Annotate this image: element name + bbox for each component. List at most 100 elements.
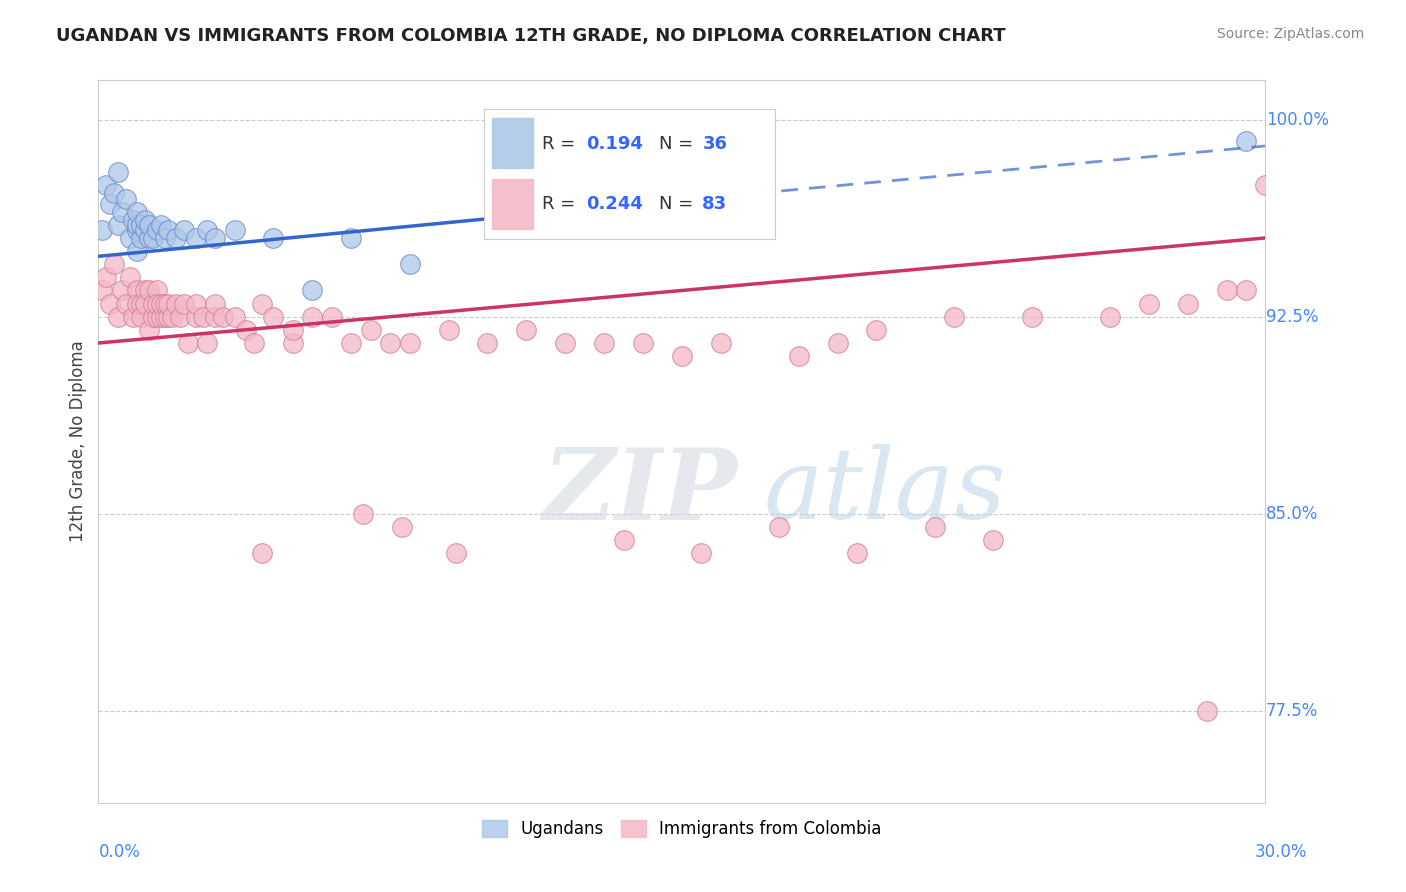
Point bbox=[250, 296, 273, 310]
Point bbox=[1254, 178, 1277, 193]
Point bbox=[184, 296, 207, 310]
Point bbox=[107, 218, 129, 232]
Point bbox=[111, 284, 134, 298]
Text: 77.5%: 77.5% bbox=[1265, 702, 1319, 720]
Point bbox=[924, 520, 946, 534]
Point bbox=[865, 323, 887, 337]
Point bbox=[195, 336, 218, 351]
Point bbox=[1234, 284, 1257, 298]
Text: 92.5%: 92.5% bbox=[1265, 308, 1319, 326]
Point bbox=[195, 223, 218, 237]
Point bbox=[153, 231, 176, 245]
Point bbox=[204, 310, 226, 324]
Point bbox=[281, 323, 304, 337]
Point bbox=[122, 310, 145, 324]
Point bbox=[122, 212, 145, 227]
Point bbox=[243, 336, 266, 351]
Point bbox=[103, 257, 125, 271]
Point bbox=[146, 284, 169, 298]
Point bbox=[671, 349, 693, 363]
Point bbox=[129, 310, 152, 324]
Point bbox=[224, 310, 246, 324]
Point bbox=[127, 284, 149, 298]
Legend: Ugandans, Immigrants from Colombia: Ugandans, Immigrants from Colombia bbox=[475, 814, 889, 845]
Point bbox=[157, 296, 180, 310]
Point bbox=[321, 310, 343, 324]
Point bbox=[193, 310, 215, 324]
Point bbox=[446, 546, 468, 560]
Point bbox=[173, 223, 195, 237]
Point bbox=[787, 349, 810, 363]
Text: 85.0%: 85.0% bbox=[1265, 505, 1319, 523]
Point bbox=[184, 310, 207, 324]
Point bbox=[134, 212, 156, 227]
Point bbox=[96, 270, 118, 285]
Point bbox=[157, 223, 180, 237]
Point bbox=[593, 336, 616, 351]
Point bbox=[129, 218, 152, 232]
Point bbox=[340, 336, 363, 351]
Point bbox=[169, 310, 191, 324]
Point bbox=[631, 336, 654, 351]
Point bbox=[352, 507, 374, 521]
Point bbox=[129, 296, 152, 310]
Point bbox=[138, 218, 160, 232]
Point bbox=[250, 546, 273, 560]
Point bbox=[262, 310, 284, 324]
Point bbox=[91, 284, 114, 298]
Point bbox=[398, 336, 420, 351]
Point bbox=[204, 296, 226, 310]
Point bbox=[943, 310, 966, 324]
Point bbox=[134, 223, 156, 237]
Point bbox=[235, 323, 257, 337]
Point bbox=[301, 310, 323, 324]
Text: atlas: atlas bbox=[763, 444, 1007, 540]
Point bbox=[710, 336, 733, 351]
Text: 30.0%: 30.0% bbox=[1256, 843, 1308, 861]
Point bbox=[107, 310, 129, 324]
Point bbox=[398, 257, 420, 271]
Point bbox=[827, 336, 849, 351]
Point bbox=[477, 336, 499, 351]
Point bbox=[146, 296, 169, 310]
Point bbox=[138, 284, 160, 298]
Point bbox=[204, 231, 226, 245]
Point bbox=[96, 178, 118, 193]
Point bbox=[118, 231, 141, 245]
Point bbox=[127, 223, 149, 237]
Point bbox=[224, 223, 246, 237]
Point bbox=[138, 323, 160, 337]
Point bbox=[127, 204, 149, 219]
Point bbox=[107, 165, 129, 179]
Point bbox=[149, 218, 172, 232]
Point bbox=[127, 218, 149, 232]
Text: ZIP: ZIP bbox=[541, 444, 737, 541]
Text: UGANDAN VS IMMIGRANTS FROM COLOMBIA 12TH GRADE, NO DIPLOMA CORRELATION CHART: UGANDAN VS IMMIGRANTS FROM COLOMBIA 12TH… bbox=[56, 27, 1005, 45]
Point bbox=[437, 323, 460, 337]
Point bbox=[153, 310, 176, 324]
Text: 0.0%: 0.0% bbox=[98, 843, 141, 861]
Point bbox=[146, 310, 169, 324]
Point bbox=[301, 284, 323, 298]
Point bbox=[1177, 296, 1199, 310]
Point bbox=[134, 296, 156, 310]
Point bbox=[1215, 284, 1237, 298]
Point bbox=[845, 546, 868, 560]
Text: 100.0%: 100.0% bbox=[1265, 111, 1329, 128]
Point bbox=[212, 310, 235, 324]
Point bbox=[173, 296, 195, 310]
Point bbox=[149, 296, 172, 310]
Point bbox=[165, 296, 187, 310]
Point bbox=[118, 270, 141, 285]
Point bbox=[142, 296, 165, 310]
Point bbox=[690, 546, 713, 560]
Point bbox=[360, 323, 382, 337]
Point bbox=[184, 231, 207, 245]
Point bbox=[153, 296, 176, 310]
Point bbox=[165, 231, 187, 245]
Point bbox=[157, 310, 180, 324]
Point bbox=[114, 296, 136, 310]
Point bbox=[138, 231, 160, 245]
Point bbox=[380, 336, 402, 351]
Point bbox=[114, 192, 136, 206]
